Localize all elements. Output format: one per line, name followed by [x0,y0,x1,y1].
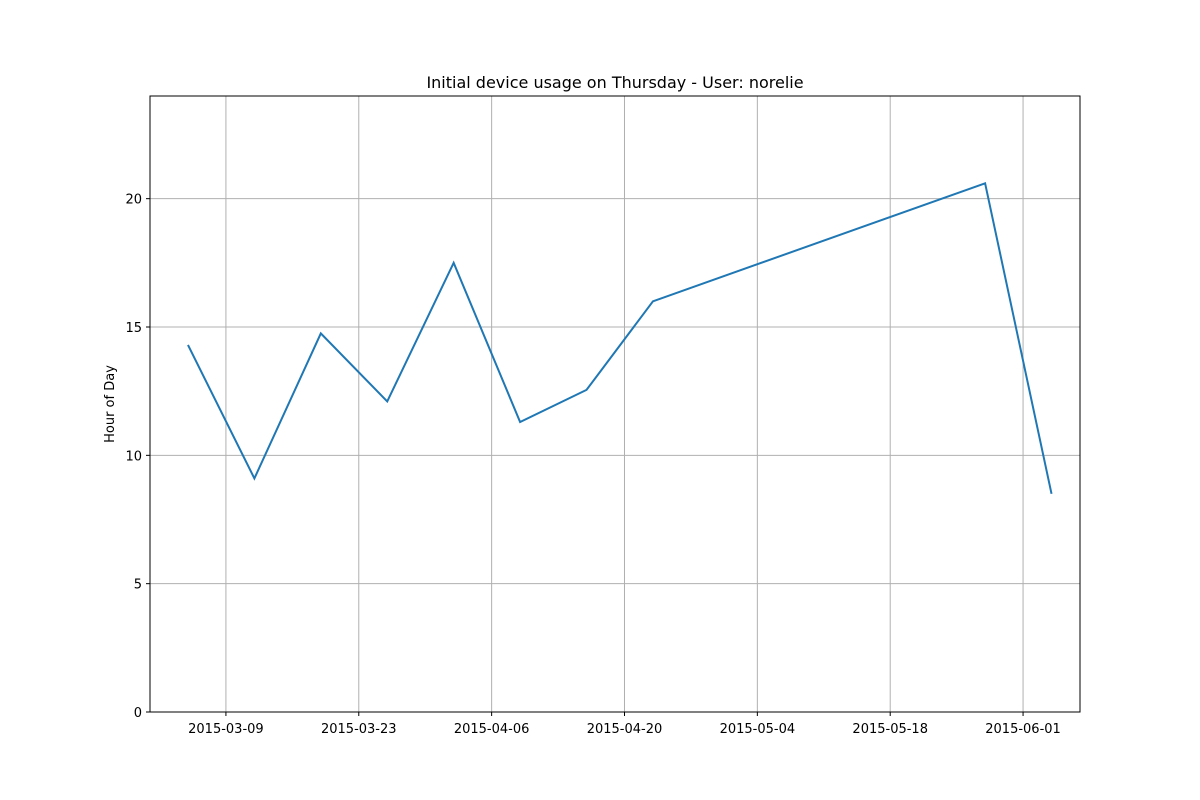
y-tick-label: 15 [125,321,142,336]
grid [150,96,1080,713]
x-tick-label: 2015-04-06 [454,722,530,737]
plot-frame [149,95,1081,713]
y-tick-label: 20 [125,193,142,208]
axis-ticks: 0 5 10 15 20 2015-03-09 2015-03-23 2015-04-06 20… [125,193,1060,737]
series-line [187,181,1053,495]
x-tick-label: 2015-05-18 [852,722,928,737]
chart-title: Initial device usage on Thursday - User:… [426,73,803,92]
y-tick-label: 10 [125,449,142,464]
x-tick-label: 2015-03-23 [321,722,397,737]
series-layer [187,181,1053,495]
x-tick-label: 2015-06-01 [985,722,1061,737]
x-tick-label: 2015-03-09 [188,722,264,737]
y-tick-label: 5 [134,578,142,593]
x-tick-label: 2015-04-20 [587,722,663,737]
y-axis-label: Hour of Day [103,365,118,443]
y-tick-label: 0 [134,706,142,721]
x-tick-label: 2015-05-04 [720,722,796,737]
